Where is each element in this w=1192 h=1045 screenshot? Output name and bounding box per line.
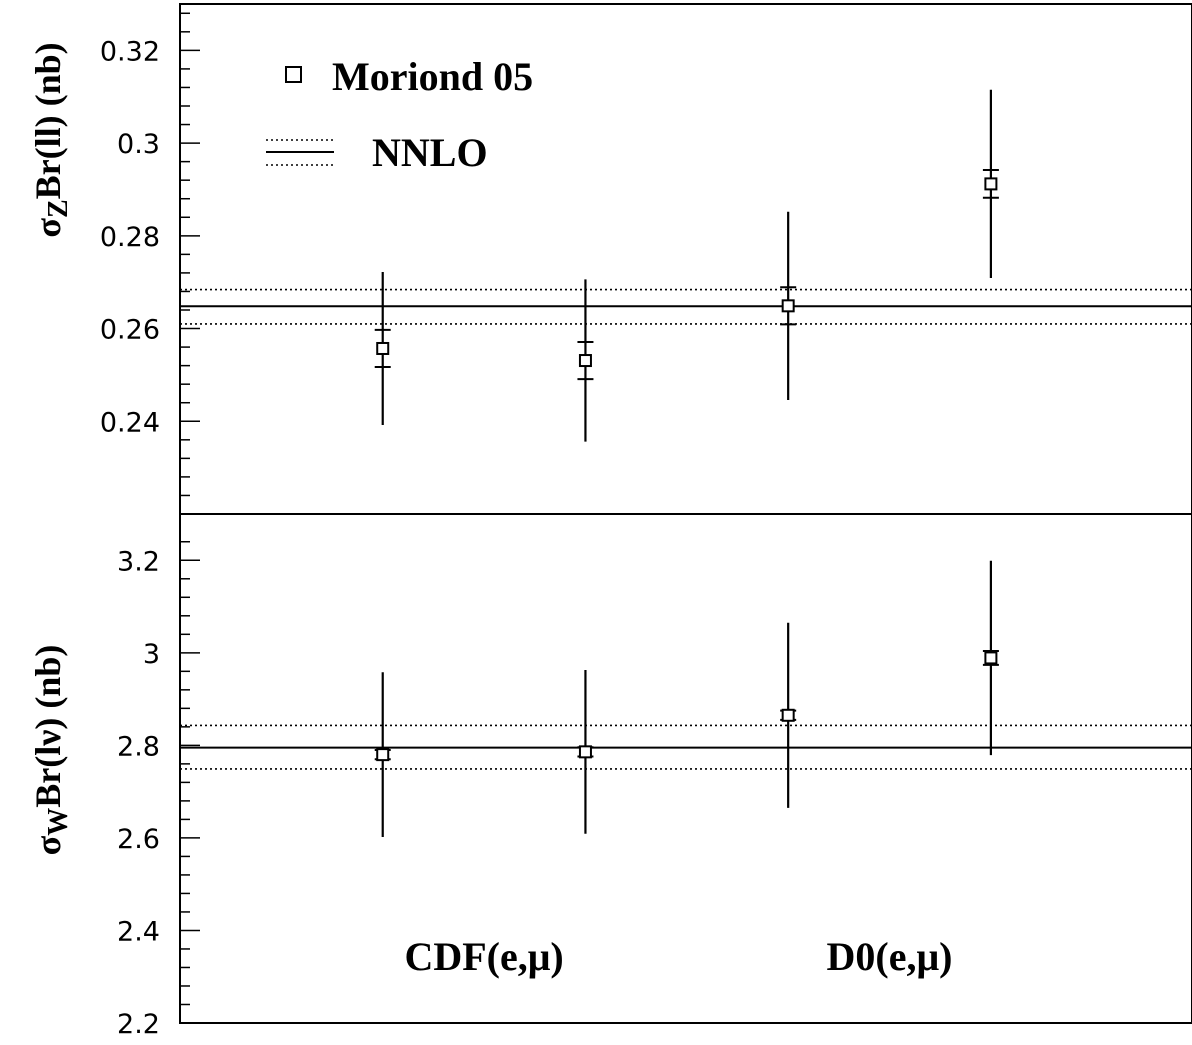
top-ylabel-rest: Br(ll) (nb) [28,42,68,199]
legend-marker-icon [285,66,302,83]
legend-marker-label: Moriond 05 [332,54,533,99]
top-ytick-label: 0.32 [100,36,160,67]
bottom-point-3-marker [781,708,795,722]
bottom-ytick-label: 3.2 [117,546,160,577]
top-ytick-label: 0.28 [100,222,160,253]
top-ylabel-sigma: σ [28,218,68,238]
bottom-ytick-label: 2.6 [117,824,160,855]
top-ytick-label: 0.24 [100,407,160,438]
top-ytick-label: 0.3 [117,129,160,160]
legend-band-label: NNLO [372,130,488,175]
group-label-cdf: CDF(e,μ) [404,934,563,979]
bottom-point-4-marker [984,651,998,665]
bottom-ylabel-sigma: σ [28,835,68,855]
bottom-ylabel-rest: Br(lν) (nb) [28,645,68,808]
bottom-point-1-marker [376,748,390,762]
bottom-ytick-label: 2.8 [117,731,160,762]
legend: Moriond 05 NNLO [266,54,533,175]
top-point-3-marker [781,299,795,313]
top-point-2-marker [578,354,592,368]
top-ylabel-sub: Z [43,199,74,218]
bottom-ytick-label: 2.4 [117,916,160,947]
top-ylabel: σZBr(ll) (nb) [28,42,74,237]
bottom-ytick-label: 2.2 [117,1009,160,1040]
bottom-point-2-marker [578,745,592,759]
bottom-ylabel: σWBr(lν) (nb) [28,645,74,856]
bottom-ytick-label: 3 [143,639,160,670]
top-panel: 0.24 0.26 0.28 0.3 0.32 [100,12,1192,497]
group-label-d0: D0(e,μ) [827,934,953,979]
top-ytick-label: 0.26 [100,315,160,346]
bottom-ylabel-sub: W [43,808,74,836]
top-point-1-marker [376,341,390,355]
top-point-4-marker [984,177,998,191]
bottom-panel: 2.2 2.4 2.6 2.8 3 3.2 [117,541,1192,1040]
